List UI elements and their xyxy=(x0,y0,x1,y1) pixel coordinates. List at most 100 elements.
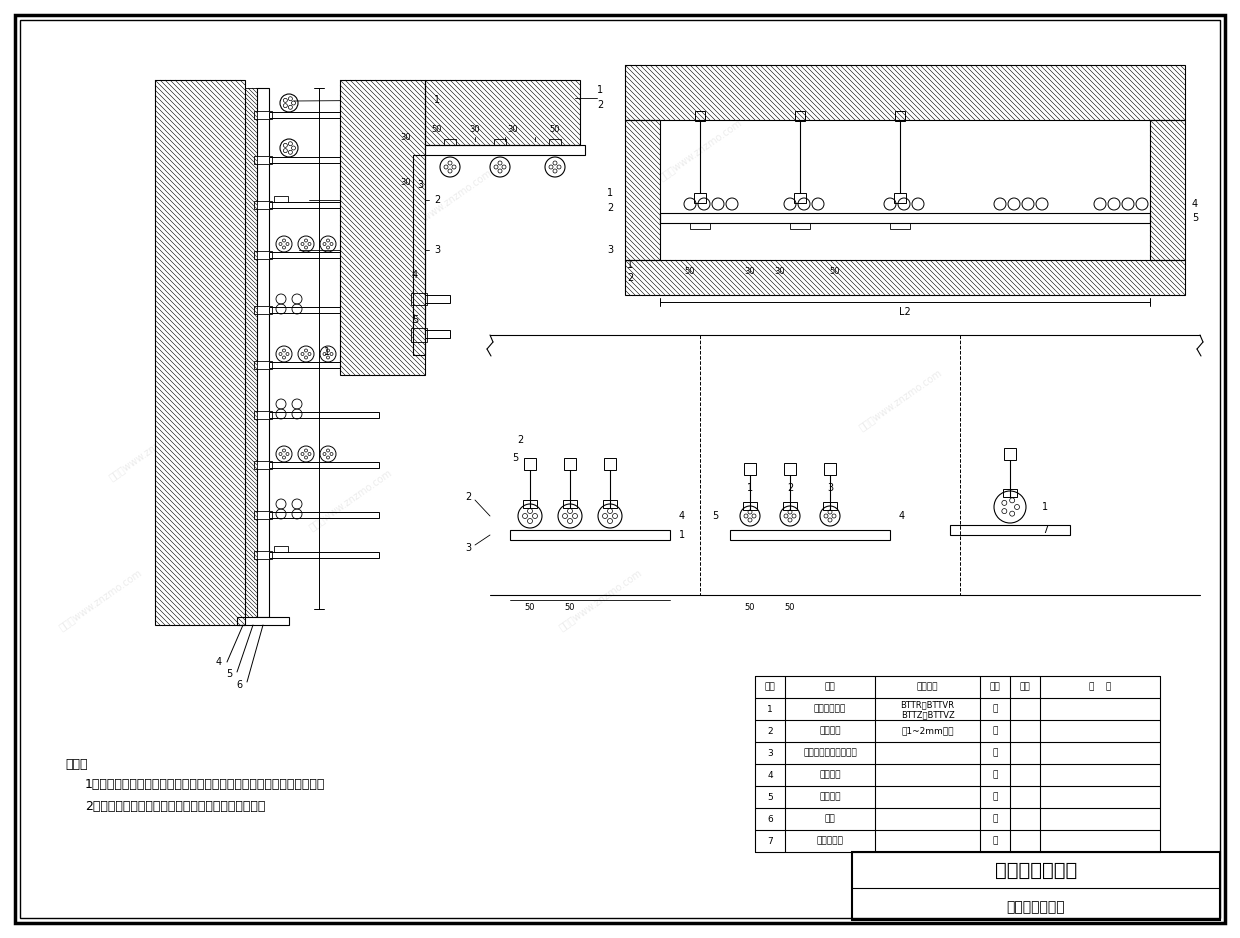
Text: 50: 50 xyxy=(549,126,560,134)
Bar xyxy=(410,293,427,305)
Text: 单位: 单位 xyxy=(990,683,1001,691)
Text: 螺栓螺光、垫圈、螺母: 螺栓螺光、垫圈、螺母 xyxy=(804,749,857,758)
Text: 3: 3 xyxy=(606,245,613,255)
Bar xyxy=(795,111,805,121)
Text: 备    注: 备 注 xyxy=(1089,683,1111,691)
Text: 50: 50 xyxy=(830,267,841,277)
Bar xyxy=(564,458,577,470)
Bar xyxy=(525,458,536,470)
Bar xyxy=(269,552,379,558)
Text: 米: 米 xyxy=(992,704,998,714)
Text: 30: 30 xyxy=(470,126,480,134)
Text: 30: 30 xyxy=(401,133,412,142)
Text: 1: 1 xyxy=(627,260,634,270)
Bar xyxy=(246,88,257,617)
Text: 3: 3 xyxy=(434,245,440,255)
Text: 电缆卡子: 电缆卡子 xyxy=(820,727,841,735)
Text: 50: 50 xyxy=(564,602,575,612)
Bar xyxy=(155,80,246,625)
Bar xyxy=(1149,120,1185,260)
Bar xyxy=(603,500,618,508)
Text: 30: 30 xyxy=(401,178,412,187)
Text: 30: 30 xyxy=(775,267,785,277)
Text: 矿物绝缘电缆: 矿物绝缘电缆 xyxy=(813,704,846,714)
Bar xyxy=(254,251,272,259)
Bar xyxy=(274,546,288,552)
Bar xyxy=(790,223,810,229)
Bar xyxy=(254,201,272,209)
Text: 米: 米 xyxy=(992,793,998,801)
Bar xyxy=(444,139,456,145)
Text: 3: 3 xyxy=(827,483,833,493)
Bar xyxy=(237,617,289,625)
Bar xyxy=(784,463,796,475)
Bar xyxy=(155,80,246,625)
Bar xyxy=(254,111,272,119)
Bar xyxy=(625,260,1185,295)
Bar xyxy=(744,463,756,475)
Bar xyxy=(246,88,257,617)
Text: 7: 7 xyxy=(1042,525,1048,535)
Text: 2: 2 xyxy=(517,435,523,445)
Text: 1、电缆在支架上卡设时，要求每一个支架处都有电缆卡子将电缆固定。: 1、电缆在支架上卡设时，要求每一个支架处都有电缆卡子将电缆固定。 xyxy=(86,778,325,791)
Text: 套: 套 xyxy=(992,814,998,824)
Bar xyxy=(254,461,272,469)
Text: 知束网www.znzmo.com: 知束网www.znzmo.com xyxy=(57,567,144,632)
Text: 2: 2 xyxy=(787,483,794,493)
Text: 5: 5 xyxy=(712,511,718,521)
Bar xyxy=(730,530,890,540)
Text: 5: 5 xyxy=(1192,213,1198,223)
Bar xyxy=(625,120,660,260)
Text: 50: 50 xyxy=(525,602,536,612)
Bar xyxy=(340,80,425,375)
Bar xyxy=(425,80,580,145)
Text: 3: 3 xyxy=(417,180,423,190)
Bar xyxy=(269,112,379,118)
Text: 高强度螺栓: 高强度螺栓 xyxy=(817,837,843,845)
Bar xyxy=(269,412,379,418)
Text: 4: 4 xyxy=(216,657,222,667)
Bar xyxy=(269,252,379,258)
Bar xyxy=(425,145,585,155)
Bar xyxy=(274,196,288,202)
Text: 底钱: 底钱 xyxy=(825,814,836,824)
Bar xyxy=(894,193,906,203)
Text: 2: 2 xyxy=(768,727,773,735)
Bar xyxy=(950,525,1070,535)
Bar xyxy=(254,411,272,419)
Bar xyxy=(782,502,797,510)
Bar xyxy=(825,463,836,475)
Text: 名称: 名称 xyxy=(825,683,836,691)
Text: 弹簧垫圈: 弹簧垫圈 xyxy=(820,770,841,779)
Text: 1: 1 xyxy=(324,347,330,357)
Bar xyxy=(625,120,660,260)
Text: 套: 套 xyxy=(992,749,998,758)
Text: 电缆沿支架卡设: 电缆沿支架卡设 xyxy=(994,860,1078,880)
Text: 知束网www.znzmo.com: 知束网www.znzmo.com xyxy=(156,267,243,332)
Text: 5: 5 xyxy=(226,669,232,679)
Text: 编号: 编号 xyxy=(765,683,775,691)
Bar xyxy=(254,361,272,369)
Text: 1: 1 xyxy=(746,483,753,493)
Bar xyxy=(660,213,1149,223)
Text: 50: 50 xyxy=(785,602,795,612)
Text: 只: 只 xyxy=(992,727,998,735)
Bar xyxy=(625,65,1185,120)
Bar xyxy=(625,260,1185,295)
Bar xyxy=(563,500,577,508)
Text: 1: 1 xyxy=(606,188,613,198)
Bar xyxy=(1149,120,1185,260)
Text: 30: 30 xyxy=(745,267,755,277)
Bar xyxy=(269,462,379,468)
Text: 2: 2 xyxy=(434,195,440,205)
Bar xyxy=(794,193,806,203)
Bar xyxy=(269,307,379,313)
Bar xyxy=(425,295,450,303)
Text: 4: 4 xyxy=(680,511,684,521)
Text: 50: 50 xyxy=(684,267,696,277)
Bar xyxy=(425,80,580,145)
Bar xyxy=(269,512,379,518)
Text: 3: 3 xyxy=(465,543,471,553)
Bar xyxy=(410,328,427,342)
Bar xyxy=(823,502,837,510)
